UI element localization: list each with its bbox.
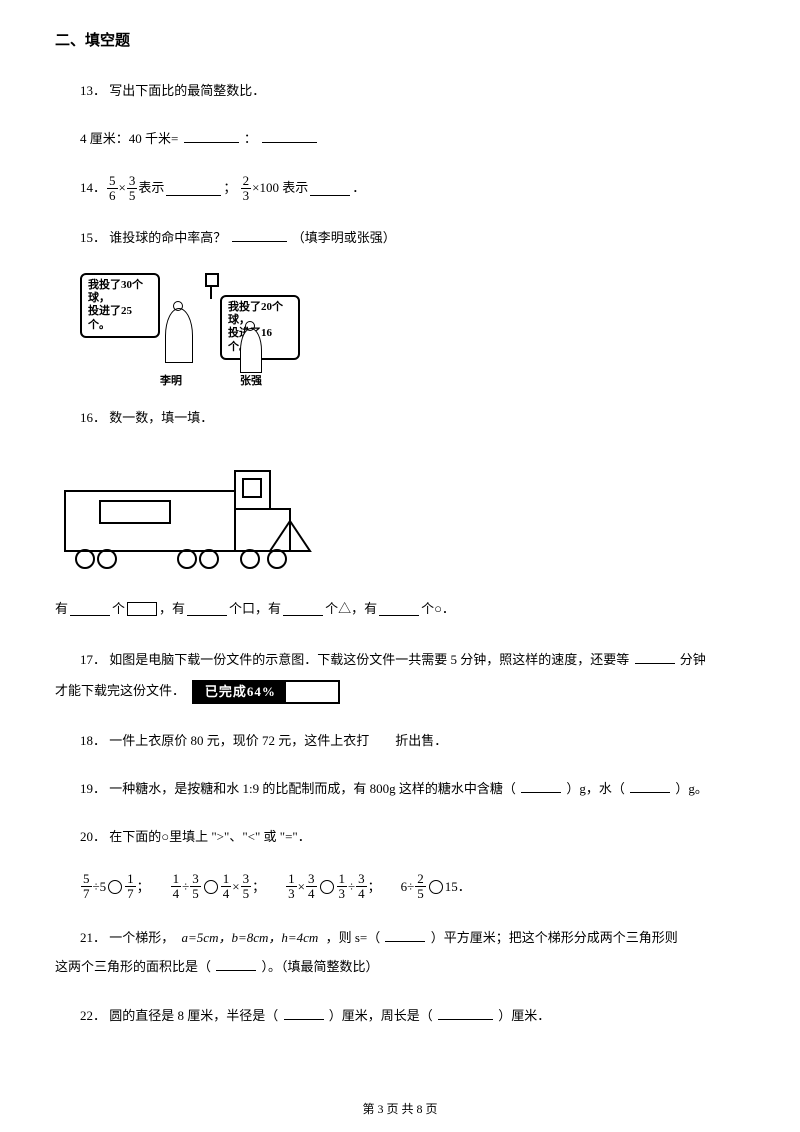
q15-text: 谁投球的命中率高？ [109, 230, 226, 245]
question-14: 14． 56 × 35 表示 ； 23 ×100 表示 ． [80, 174, 745, 204]
blank [283, 601, 323, 616]
blank [438, 1005, 493, 1020]
q13-sub: 4 厘米：40 千米= [80, 131, 178, 146]
blank [379, 601, 419, 616]
q21-num: 21． [80, 930, 106, 945]
blank [310, 181, 350, 196]
question-18: 18． 一件上衣原价 80 元，现价 72 元，这件上衣打 折出售． [80, 728, 745, 754]
blank [70, 601, 110, 616]
blank [216, 956, 256, 971]
question-13-sub: 4 厘米：40 千米= ： [80, 126, 745, 152]
train-figure [55, 461, 315, 576]
person-2-icon [240, 328, 262, 373]
expr-3: 13 × 34 13 ÷ 34 ； [285, 872, 381, 902]
q18-text: 一件上衣原价 80 元，现价 72 元，这件上衣打 折出售． [109, 733, 447, 748]
blank [232, 227, 287, 242]
blank [184, 128, 239, 143]
blank [187, 601, 227, 616]
question-13: 13． 写出下面比的最简整数比． [80, 78, 745, 104]
expr-2: 14 ÷ 35 14 × 35 ； [170, 872, 266, 902]
question-19: 19． 一种糖水，是按糖和水 1:9 的比配制而成，有 800g 这样的糖水中含… [80, 776, 745, 802]
blank [635, 649, 675, 664]
blank [385, 927, 425, 942]
q20-expressions: 57 ÷5 17 ； 14 ÷ 35 14 × 35 ； 13 × 34 13 … [80, 872, 745, 902]
q22-num: 22． [80, 1008, 106, 1023]
circle-blank [204, 880, 218, 894]
expr-4: 6÷ 25 15． [401, 872, 471, 902]
fraction: 56 [107, 174, 118, 204]
pole-icon [210, 287, 212, 299]
q16-answer-line: 有 个 ，有 个口，有 个△，有 个○． [55, 596, 745, 622]
q13-text: 写出下面比的最简整数比． [109, 83, 265, 98]
q14-num: 14． [80, 175, 106, 201]
q18-num: 18． [80, 733, 106, 748]
blank [521, 778, 561, 793]
q16-text: 数一数，填一填． [109, 410, 213, 425]
progress-bar: 已完成64% [192, 680, 340, 704]
q17-text3: 才能下载完这份文件． [55, 683, 185, 698]
q17-text2: 分钟 [680, 652, 706, 667]
q16-num: 16． [80, 410, 106, 425]
circle-blank [429, 880, 443, 894]
question-17: 17． 如图是电脑下载一份文件的示意图．下载这份文件一共需要 5 分钟，照这样的… [80, 644, 745, 706]
question-21: 21． 一个梯形， a=5cm，b=8cm，h=4cm ，则 s=（ ）平方厘米… [80, 924, 745, 982]
rectangle-icon [127, 602, 157, 616]
blank [166, 181, 221, 196]
q15-hint: （填李明或张强） [292, 230, 396, 245]
question-22: 22． 圆的直径是 8 厘米，半径是（ ）厘米，周长是（ ）厘米． [80, 1003, 745, 1029]
q17-num: 17． [80, 652, 106, 667]
progress-fill: 已完成64% [194, 682, 286, 702]
q20-num: 20． [80, 829, 106, 844]
fraction: 35 [127, 174, 138, 204]
circle-blank [108, 880, 122, 894]
speech-bubble-1: 我投了30个球， 投进了25个。 [80, 273, 160, 338]
hoop-icon [205, 273, 219, 287]
section-title: 二、填空题 [55, 30, 745, 53]
q15-figure: 我投了30个球， 投进了25个。 我投了20个球， 投进了16个。 李明 张强 [80, 273, 320, 393]
formula: a=5cm，b=8cm，h=4cm [182, 924, 319, 953]
fraction: 23 [241, 174, 252, 204]
name-2: 张强 [240, 373, 262, 390]
q13-colon: ： [244, 131, 257, 146]
name-1: 李明 [160, 373, 182, 390]
question-20: 20． 在下面的○里填上 ">"、"<" 或 "="． [80, 824, 745, 850]
blank [262, 128, 317, 143]
person-1-icon [165, 308, 193, 363]
q15-num: 15． [80, 230, 106, 245]
q13-num: 13． [80, 83, 106, 98]
q17-text1: 如图是电脑下载一份文件的示意图．下载这份文件一共需要 5 分钟，照这样的速度，还… [109, 652, 629, 667]
question-16: 16． 数一数，填一填． [80, 405, 745, 431]
blank [284, 1005, 324, 1020]
question-15: 15． 谁投球的命中率高？ （填李明或张强） [80, 225, 745, 251]
q20-text: 在下面的○里填上 ">"、"<" 或 "="． [109, 829, 310, 844]
expr-1: 57 ÷5 17 ； [80, 872, 150, 902]
q19-num: 19． [80, 781, 106, 796]
blank [630, 778, 670, 793]
page-footer: 第 3 页 共 8 页 [0, 1100, 800, 1118]
circle-blank [320, 880, 334, 894]
